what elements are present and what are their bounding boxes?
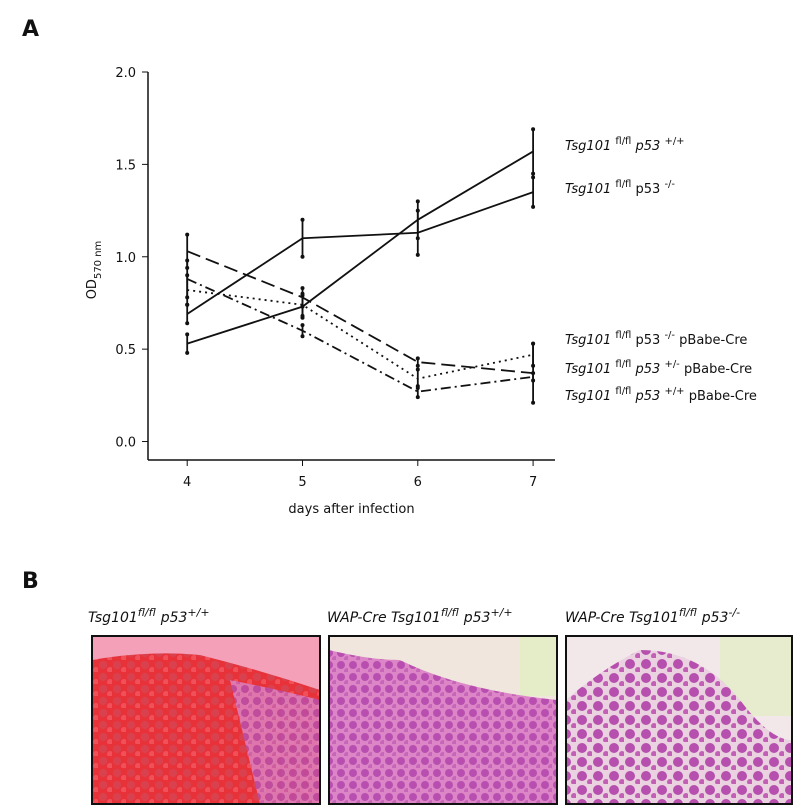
x-tick-label: 6 <box>414 475 422 490</box>
x-tick-label: 5 <box>298 475 306 490</box>
legend-label-part: pBabe-Cre <box>684 362 752 377</box>
legend-label-part: -/- <box>664 179 675 190</box>
legend-label-part: +/- <box>664 359 680 370</box>
x-tick-label: 7 <box>529 475 537 490</box>
y-tick-label: 1.0 <box>115 251 136 266</box>
histology-2 <box>328 635 558 805</box>
error-cap <box>300 286 305 291</box>
error-cap <box>185 258 190 263</box>
histology-3 <box>565 635 793 805</box>
legend-label-part: +/+ <box>664 386 684 397</box>
error-cap <box>531 171 536 176</box>
image-caption: WAP-Cre Tsg101fl/fl p53+/+ <box>327 606 513 626</box>
error-cap <box>531 371 536 376</box>
legend-label-part: fl/fl <box>615 330 631 341</box>
caption-part: Tsg101 <box>88 610 138 626</box>
error-cap <box>185 295 190 300</box>
error-cap <box>300 254 305 259</box>
error-cap <box>531 378 536 383</box>
y-tick-label: 0.5 <box>115 343 136 358</box>
legend-label-part: p53 <box>636 182 661 197</box>
y-axis-title-sub: 570 nm <box>93 241 104 279</box>
error-cap <box>300 217 305 222</box>
legend-label-part: pBabe-Cre <box>689 389 757 404</box>
y-axis-title: OD570 nm <box>85 241 104 300</box>
error-cap <box>531 400 536 405</box>
error-cap <box>300 323 305 328</box>
legend-label-part: Tsg101 <box>565 182 611 197</box>
error-cap <box>415 367 420 372</box>
caption-part: WAP-Cre Tsg101 <box>327 610 441 626</box>
error-cap <box>300 291 305 296</box>
error-cap <box>531 204 536 209</box>
legend-label-part: Tsg101 <box>565 333 611 348</box>
error-cap <box>185 332 190 337</box>
legend-label-part: pBabe-Cre <box>679 333 747 348</box>
caption-part: p53 <box>160 610 188 626</box>
legend-label-part: -/- <box>664 330 675 341</box>
series-line <box>186 191 534 315</box>
caption-part: fl/fl <box>679 606 698 619</box>
histology-1 <box>91 635 321 805</box>
caption-part: fl/fl <box>441 606 460 619</box>
caption-part: -/- <box>728 606 740 619</box>
error-cap <box>531 363 536 368</box>
caption-part: p53 <box>463 610 491 626</box>
error-cap <box>185 232 190 237</box>
caption-part: p53 <box>701 610 729 626</box>
error-cap <box>531 341 536 346</box>
legend-label-part: Tsg101 <box>565 139 611 154</box>
error-cap <box>185 321 190 326</box>
legend-label: Tsg101 fl/fl p53 +/+ pBabe-Cre <box>565 383 757 404</box>
legend-label-part: p53 <box>636 333 661 348</box>
panel-label: B <box>22 569 39 594</box>
image-caption: WAP-Cre Tsg101fl/fl p53-/- <box>565 606 740 626</box>
legend-label-part: +/+ <box>664 136 684 147</box>
legend-label-part: fl/fl <box>615 136 631 147</box>
error-cap <box>185 302 190 307</box>
legend-label-part: fl/fl <box>615 386 631 397</box>
caption-part: +/+ <box>490 606 512 619</box>
error-cap <box>531 127 536 132</box>
legend-label: Tsg101 fl/fl p53 +/+ <box>565 133 685 154</box>
error-cap <box>415 384 420 389</box>
error-cap <box>531 175 536 180</box>
x-axis-title: days after infection <box>288 502 414 517</box>
x-tick-label: 4 <box>183 475 191 490</box>
error-cap <box>415 395 420 400</box>
y-tick-label: 0.0 <box>115 436 136 451</box>
y-tick-label: 1.5 <box>115 158 136 173</box>
caption-part: WAP-Cre Tsg101 <box>565 610 679 626</box>
caption-part: fl/fl <box>138 606 157 619</box>
legend-label-part: Tsg101 <box>565 389 611 404</box>
legend-label: Tsg101 fl/fl p53 +/- pBabe-Cre <box>565 356 752 377</box>
image-caption: Tsg101fl/fl p53+/+ <box>88 606 210 626</box>
legend-label-part: p53 <box>635 139 661 154</box>
error-cap <box>415 208 420 213</box>
series-line <box>187 289 534 380</box>
error-cap <box>415 356 420 361</box>
series-line <box>186 150 534 345</box>
legend-label-part: Tsg101 <box>565 362 611 377</box>
caption-part: +/+ <box>187 606 209 619</box>
series-line <box>186 278 534 393</box>
series-line <box>186 250 534 375</box>
y-axis-title-main: OD <box>85 279 100 299</box>
legend-label: Tsg101 fl/fl p53 -/- <box>565 176 675 197</box>
legend-label-part: fl/fl <box>615 359 631 370</box>
legend-label-part: p53 <box>635 389 661 404</box>
error-cap <box>300 334 305 339</box>
error-cap <box>415 363 420 368</box>
panel-label: A <box>22 17 39 42</box>
error-cap <box>415 199 420 204</box>
error-cap <box>300 313 305 318</box>
y-tick-label: 2.0 <box>115 66 136 81</box>
legend-label: Tsg101 fl/fl p53 -/- pBabe-Cre <box>565 327 747 348</box>
legend-label-part: fl/fl <box>615 179 631 190</box>
error-cap <box>415 252 420 257</box>
error-cap <box>185 350 190 355</box>
legend-label-part: p53 <box>635 362 661 377</box>
